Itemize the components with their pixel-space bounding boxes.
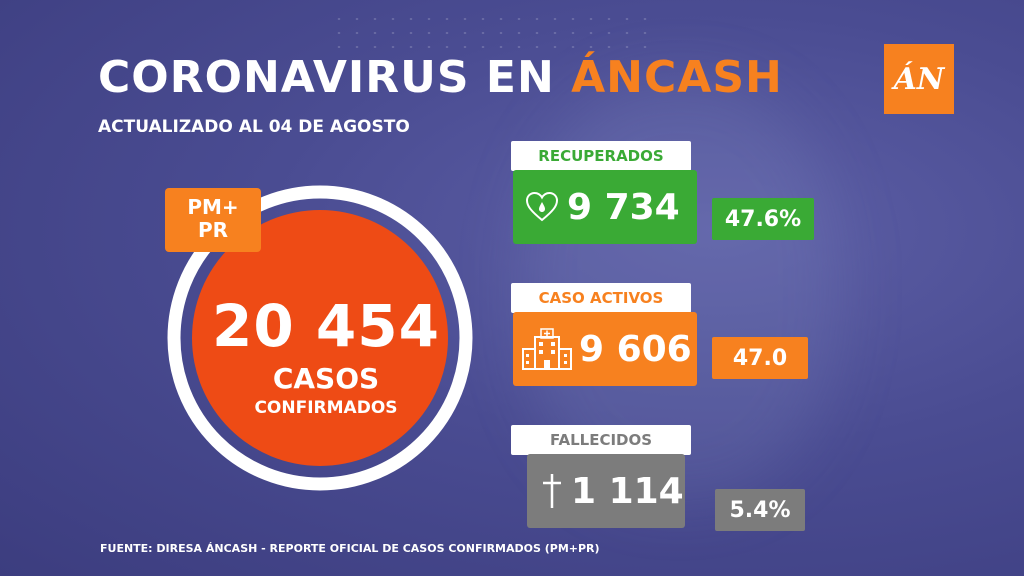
confirmed-label-casos: CASOS [272,362,380,395]
badge-line-1: PM+ [187,195,239,219]
recovered-tag: RECUPERADOS [511,141,691,171]
heart-drop-icon [525,191,559,223]
title-accent: ÁNCASH [571,52,783,103]
update-date: ACTUALIZADO AL 04 DE AGOSTO [98,117,410,137]
confirmed-cases-graphic [160,178,480,498]
deceased-box: 1 114 [527,454,685,528]
page-title: CORONAVIRUS EN ÁNCASH [98,52,783,103]
title-main: CORONAVIRUS EN [98,52,572,103]
confirmed-count: 20 454 [212,292,440,360]
badge-line-2: PR [197,218,229,242]
active-tag: CASO ACTIVOS [511,283,691,313]
active-percent: 47.0 [712,337,808,379]
recovered-count: 9 734 [567,186,680,228]
outer-ring [167,185,473,491]
active-box: 9 606 [513,312,697,386]
decorative-dots [330,12,650,52]
source-footer: FUENTE: DIRESA ÁNCASH - REPORTE OFICIAL … [100,542,600,555]
active-count: 9 606 [579,328,692,370]
deceased-percent: 5.4% [715,489,805,531]
recovered-percent: 47.6% [712,198,814,240]
recovered-box: 9 734 [513,170,697,244]
confirmed-label-confirmados: CONFIRMADOS [254,398,398,418]
deceased-count: 1 114 [571,470,684,512]
brand-logo: ÁN [884,44,954,114]
cross-icon [541,472,563,510]
hospital-icon [521,327,573,371]
deceased-tag: FALLECIDOS [511,425,691,455]
inner-disc [192,210,448,466]
confirmed-ring [167,185,473,491]
pm-pr-badge: PM+ PR [165,188,261,252]
